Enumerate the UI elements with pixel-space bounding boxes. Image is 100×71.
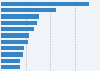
Bar bbox=[1, 46, 23, 50]
Bar bbox=[1, 33, 29, 38]
Bar bbox=[1, 2, 89, 6]
Bar bbox=[1, 59, 20, 63]
Bar bbox=[1, 65, 20, 69]
Bar bbox=[1, 40, 28, 44]
Bar bbox=[1, 14, 39, 19]
Bar bbox=[1, 8, 56, 12]
Bar bbox=[1, 52, 23, 57]
Bar bbox=[1, 27, 34, 31]
Bar bbox=[1, 21, 37, 25]
